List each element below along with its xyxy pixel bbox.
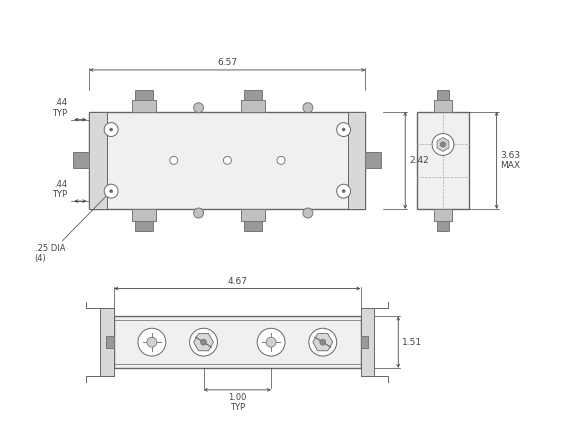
Circle shape (266, 337, 276, 347)
Circle shape (224, 157, 231, 164)
Circle shape (440, 142, 446, 147)
Bar (73, 152, 89, 168)
Polygon shape (193, 334, 213, 351)
Bar (366, 152, 382, 168)
Circle shape (257, 328, 285, 356)
Text: .25 DIA
(4): .25 DIA (4) (35, 195, 107, 263)
Text: .44
TYP: .44 TYP (52, 98, 67, 118)
Text: 1.51: 1.51 (402, 338, 422, 347)
Bar (241, 209, 265, 221)
Text: 2.42: 2.42 (409, 156, 429, 165)
Circle shape (170, 157, 178, 164)
Circle shape (337, 123, 351, 136)
Circle shape (337, 184, 351, 198)
Text: 3.63
MAX: 3.63 MAX (500, 151, 521, 170)
Circle shape (342, 128, 345, 131)
Circle shape (193, 208, 204, 218)
Circle shape (138, 328, 166, 356)
Circle shape (320, 339, 325, 345)
Circle shape (432, 133, 454, 155)
Bar (135, 221, 153, 231)
Circle shape (147, 337, 157, 347)
Polygon shape (313, 334, 333, 351)
Bar (135, 90, 153, 100)
Circle shape (190, 328, 217, 356)
Circle shape (201, 339, 206, 345)
Circle shape (342, 190, 345, 193)
Polygon shape (437, 138, 449, 151)
Bar (360, 336, 368, 348)
Bar (89, 112, 107, 209)
Bar (244, 90, 262, 100)
Circle shape (193, 103, 204, 113)
Circle shape (277, 157, 285, 164)
Bar (434, 100, 452, 112)
Circle shape (110, 190, 113, 193)
Bar (244, 221, 262, 231)
Bar (132, 100, 156, 112)
Circle shape (104, 123, 118, 136)
Bar (100, 308, 114, 376)
Bar (437, 90, 449, 100)
Bar (114, 316, 360, 368)
Bar (106, 336, 114, 348)
Bar (437, 221, 449, 231)
Bar (360, 308, 375, 376)
Text: .44
TYP: .44 TYP (52, 180, 67, 199)
Circle shape (104, 184, 118, 198)
Circle shape (303, 208, 313, 218)
Circle shape (303, 103, 313, 113)
Bar (434, 209, 452, 221)
Circle shape (309, 328, 337, 356)
Circle shape (110, 128, 113, 131)
Bar (132, 209, 156, 221)
Bar (241, 100, 265, 112)
Text: 6.57: 6.57 (217, 58, 237, 67)
Bar (348, 112, 366, 209)
Bar (89, 112, 366, 209)
Text: 4.67: 4.67 (227, 277, 247, 286)
Bar (417, 112, 469, 209)
Text: 1.00
TYP: 1.00 TYP (228, 393, 247, 412)
